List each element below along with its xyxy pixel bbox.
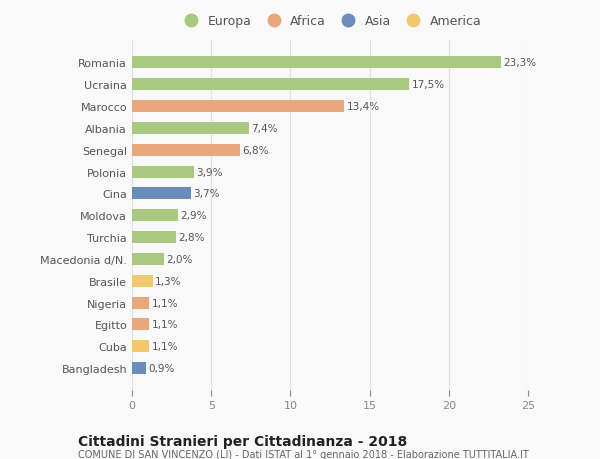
Text: 13,4%: 13,4% [347,102,380,112]
Bar [132,79,409,91]
Text: COMUNE DI SAN VINCENZO (LI) - Dati ISTAT al 1° gennaio 2018 - Elaborazione TUTTI: COMUNE DI SAN VINCENZO (LI) - Dati ISTAT… [78,449,529,459]
Text: 2,0%: 2,0% [166,254,193,264]
Bar [132,275,152,287]
Text: 23,3%: 23,3% [503,58,536,68]
Text: 1,1%: 1,1% [152,320,178,330]
Text: 2,9%: 2,9% [181,211,207,221]
Text: 1,1%: 1,1% [152,341,178,352]
Bar [132,297,149,309]
Bar [132,123,249,134]
Legend: Europa, Africa, Asia, America: Europa, Africa, Asia, America [176,13,484,31]
Bar [132,101,344,113]
Bar [132,144,240,157]
Text: 6,8%: 6,8% [242,146,269,155]
Text: 7,4%: 7,4% [251,123,278,134]
Bar [132,231,176,244]
Text: 3,7%: 3,7% [193,189,220,199]
Bar [132,341,149,353]
Bar [132,362,146,374]
Bar [132,210,178,222]
Bar [132,166,194,178]
Text: 0,9%: 0,9% [149,364,175,373]
Text: 3,9%: 3,9% [196,167,223,177]
Text: 2,8%: 2,8% [179,233,205,242]
Bar [132,57,501,69]
Bar [132,319,149,330]
Text: 1,3%: 1,3% [155,276,181,286]
Bar [132,253,164,265]
Text: 1,1%: 1,1% [152,298,178,308]
Text: Cittadini Stranieri per Cittadinanza - 2018: Cittadini Stranieri per Cittadinanza - 2… [78,434,407,448]
Text: 17,5%: 17,5% [412,80,445,90]
Bar [132,188,191,200]
